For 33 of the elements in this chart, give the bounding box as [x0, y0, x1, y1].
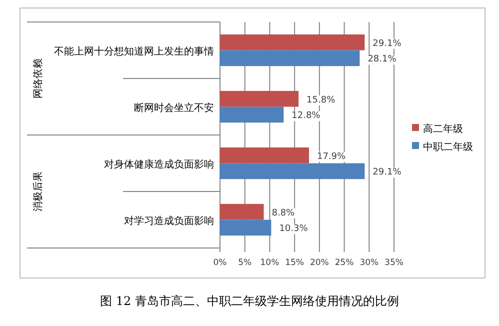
- y-tick-label: 对学习造成负面影响: [124, 214, 214, 227]
- data-label: 8.8%: [272, 208, 296, 218]
- bar: [220, 106, 284, 123]
- y-tick-label: 断网时会坐立不安: [134, 102, 214, 114]
- x-tick-label: 0%: [213, 258, 227, 268]
- x-tick-label: 10%: [260, 258, 280, 268]
- y-tick-label: 不能上网十分想知道网上发生的事情: [54, 45, 214, 58]
- text: 图 12 青岛市高二、中职二年级学生网络使用情况的比例: [100, 294, 399, 308]
- data-label: 17.9%: [316, 152, 346, 162]
- data-label: 28.1%: [368, 54, 397, 65]
- data-label: 15.8%: [306, 95, 336, 106]
- data-label: 29.1%: [372, 168, 402, 178]
- x-tick-label: 15%: [285, 258, 304, 268]
- y-tick-label: 对身体健康造成负面影响: [104, 158, 214, 170]
- legend-label: 高二年级: [423, 123, 463, 135]
- x-tick-label: 30%: [360, 258, 379, 268]
- data-label: 12.8%: [292, 111, 321, 122]
- legend-label: 中职二年级: [423, 141, 473, 153]
- x-tick-label: 25%: [334, 258, 354, 268]
- bar: [220, 204, 264, 220]
- bar: [220, 90, 299, 107]
- text: 网络依赖: [32, 58, 44, 98]
- bar: [220, 50, 360, 66]
- data-label: 10.3%: [279, 224, 308, 234]
- text: 消极后果: [32, 172, 44, 212]
- x-tick-label: 20%: [310, 258, 329, 268]
- data-label: 29.1%: [372, 38, 402, 49]
- bar: [220, 163, 365, 180]
- bar: [220, 34, 365, 50]
- x-tick-label: 5%: [238, 258, 252, 268]
- x-tick-label: 35%: [384, 258, 404, 268]
- bar: [220, 220, 272, 236]
- bar: [220, 147, 309, 164]
